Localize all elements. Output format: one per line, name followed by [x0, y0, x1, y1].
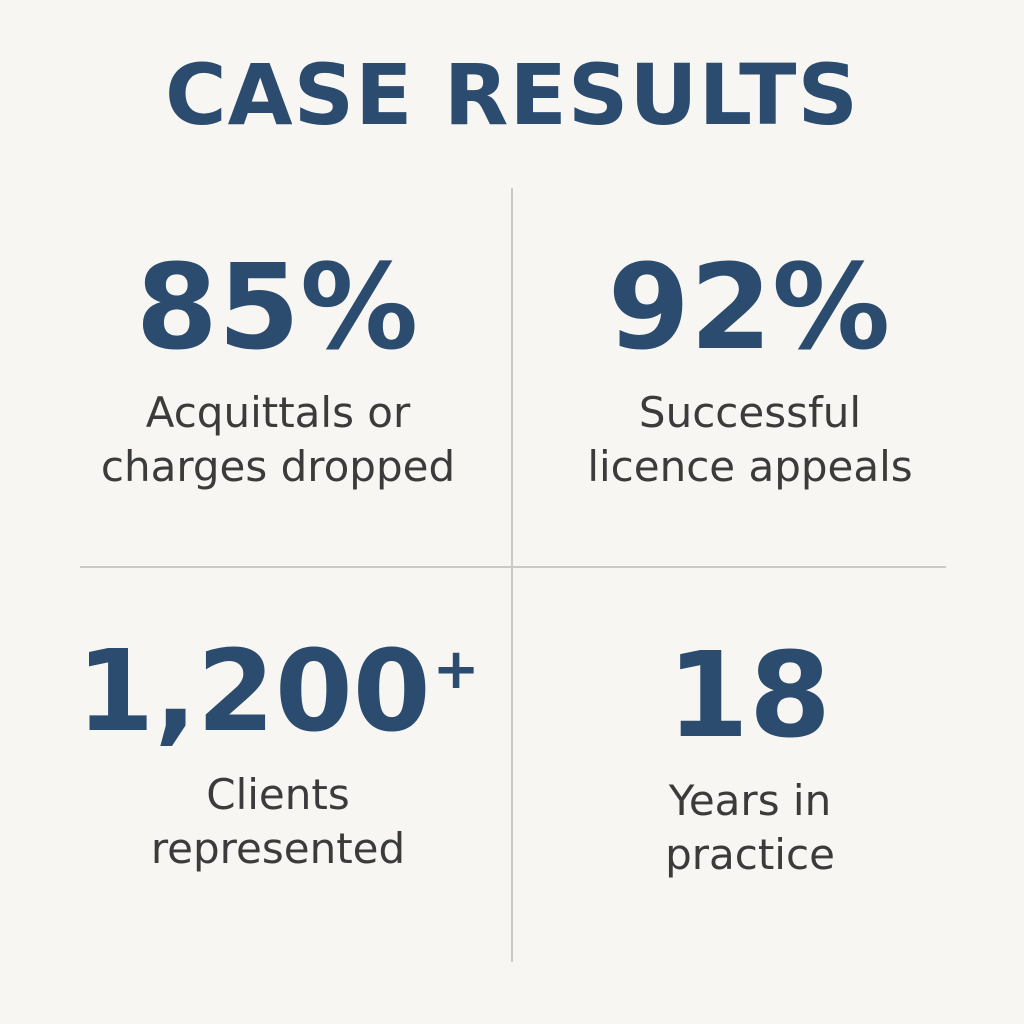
stat-number: 92%: [607, 238, 891, 376]
stat-label: Successful licence appeals: [540, 386, 960, 494]
stat-label-line: Clients: [206, 770, 350, 819]
stat-value: 18: [540, 636, 960, 754]
stat-value: 1,200+: [68, 636, 488, 748]
stat-label-line: charges dropped: [100, 442, 456, 491]
stat-label-line: licence appeals: [587, 442, 913, 491]
stat-value: 92%: [540, 248, 960, 366]
stat-years: 18 Years in practice: [540, 636, 960, 882]
stat-label-line: practice: [665, 830, 835, 879]
stat-label-line: Successful: [638, 388, 862, 437]
stat-suffix: +: [432, 637, 480, 702]
stat-acquittals: 85% Acquittals or charges dropped: [68, 248, 488, 494]
stat-label-line: represented: [150, 824, 406, 873]
stat-label-line: Acquittals or: [145, 388, 411, 437]
stat-value: 85%: [68, 248, 488, 366]
stat-label-line: Years in: [668, 776, 832, 825]
page-title: CASE RESULTS: [165, 46, 859, 144]
stat-clients: 1,200+ Clients represented: [68, 636, 488, 876]
stat-label: Years in practice: [540, 774, 960, 882]
vertical-divider: [511, 188, 513, 962]
stat-licence-appeals: 92% Successful licence appeals: [540, 248, 960, 494]
stat-number: 85%: [135, 238, 419, 376]
stat-number: 18: [666, 626, 832, 764]
stat-number: 1,200: [76, 627, 431, 757]
stat-label: Clients represented: [68, 768, 488, 876]
horizontal-divider: [80, 566, 946, 568]
stat-label: Acquittals or charges dropped: [68, 386, 488, 494]
